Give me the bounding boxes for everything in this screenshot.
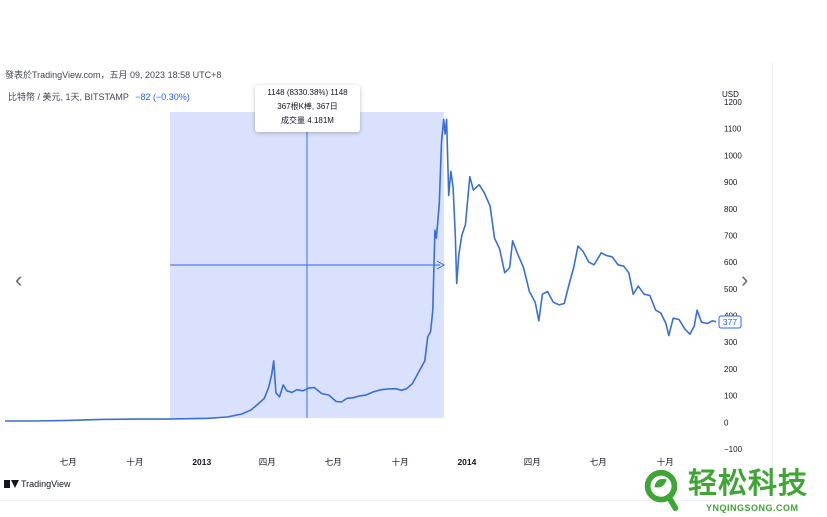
published-line: 發表於TradingView.com，五月 09, 2023 18:58 UTC… bbox=[5, 70, 222, 80]
chevron-left-icon[interactable]: ‹ bbox=[15, 267, 23, 292]
symbol-name: 比特幣 / 美元, 1天, BITSTAMP bbox=[8, 92, 129, 102]
watermark-url: YNQINGSONG.COM bbox=[706, 503, 799, 513]
time-tick-label: 四月 bbox=[259, 457, 276, 467]
tradingview-brand[interactable]: TradingView bbox=[4, 479, 71, 489]
time-tick-label: 四月 bbox=[524, 457, 541, 467]
time-tick-label: 七月 bbox=[590, 457, 607, 467]
time-tick-label: 十月 bbox=[657, 457, 674, 467]
tooltip-change: 1148 (8330.38%) 1148 bbox=[267, 88, 348, 97]
chevron-right-icon[interactable]: › bbox=[741, 267, 749, 292]
price-tick-label: −100 bbox=[724, 445, 743, 454]
price-tick-label: 1100 bbox=[724, 125, 742, 134]
measurement-tooltip: 1148 (8330.38%) 1148 367根K棒, 367日 成交量 4.… bbox=[255, 85, 360, 132]
price-series bbox=[5, 118, 717, 422]
page-top-area bbox=[0, 0, 827, 62]
time-tick-label: 七月 bbox=[325, 457, 342, 467]
price-tick-label: 200 bbox=[724, 365, 738, 374]
time-tick-label: 2013 bbox=[192, 457, 211, 467]
tooltip-volume: 成交量 4.181M bbox=[281, 116, 334, 125]
magnifier-logo-icon bbox=[644, 469, 679, 512]
price-tick-label: 1200 bbox=[724, 98, 742, 107]
price-line bbox=[5, 118, 717, 422]
symbol-change: −82 (−0.30%) bbox=[135, 92, 190, 102]
watermark: 轻松科技 YNQINGSONG.COM bbox=[640, 466, 827, 517]
price-tick-label: 500 bbox=[724, 285, 738, 294]
price-tick-label: 700 bbox=[724, 232, 738, 241]
brand-label: TradingView bbox=[21, 479, 71, 489]
price-tick-label: 900 bbox=[724, 178, 738, 187]
price-tick-label: 1000 bbox=[724, 151, 742, 160]
price-axis: 1200110010009008007006005004003002001000… bbox=[724, 98, 743, 454]
crosshair-arrowhead bbox=[436, 260, 446, 270]
price-tick-label: 600 bbox=[724, 258, 738, 267]
price-tick-label: 100 bbox=[724, 392, 738, 401]
time-axis: 七月 十月 2013 四月 七月 十月 2014 四月 七月 十月 bbox=[60, 457, 674, 467]
last-price-box bbox=[718, 315, 742, 329]
last-price-label-group: 377 bbox=[718, 315, 742, 329]
price-tick-label: 800 bbox=[724, 205, 738, 214]
price-tick-label: 300 bbox=[724, 338, 738, 347]
time-tick-label: 2014 bbox=[457, 457, 476, 467]
price-axis-currency: USD bbox=[722, 90, 739, 99]
price-tick-label: 0 bbox=[724, 418, 729, 427]
watermark-title: 轻松科技 bbox=[688, 468, 809, 500]
time-tick-label: 十月 bbox=[126, 457, 143, 467]
time-tick-label: 七月 bbox=[60, 457, 77, 467]
tradingview-logo-icon bbox=[4, 480, 19, 488]
time-tick-label: 十月 bbox=[392, 457, 409, 467]
tooltip-bars: 367根K棒, 367日 bbox=[277, 102, 338, 111]
symbol-legend: 比特幣 / 美元, 1天, BITSTAMP −82 (−0.30%) bbox=[8, 90, 190, 103]
last-price-label: 377 bbox=[723, 317, 737, 327]
